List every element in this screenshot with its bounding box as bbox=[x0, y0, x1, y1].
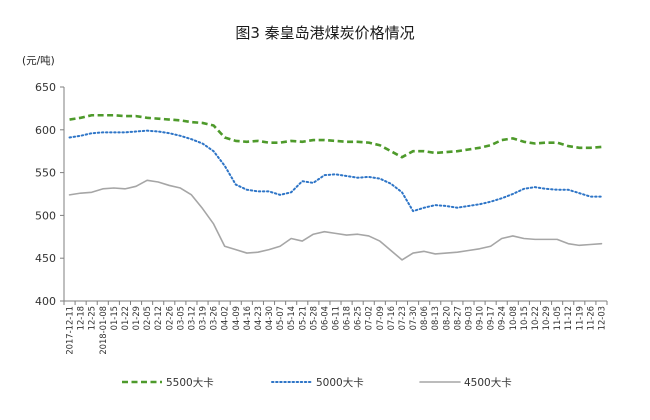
x-tick-label: 01-22 bbox=[120, 306, 130, 330]
x-tick-label: 12-18 bbox=[76, 306, 86, 330]
x-tick-label: 04-30 bbox=[264, 306, 274, 330]
y-tick-label: 400 bbox=[35, 295, 56, 308]
x-tick-label: 03-12 bbox=[186, 306, 196, 330]
x-tick-label: 12-25 bbox=[87, 306, 97, 330]
x-tick-label: 09-10 bbox=[475, 306, 485, 330]
x-tick-label: 09-03 bbox=[463, 306, 473, 330]
x-tick-label: 02-26 bbox=[164, 306, 174, 330]
y-tick-label: 600 bbox=[35, 124, 56, 137]
x-tick-label: 11-05 bbox=[552, 306, 562, 330]
x-tick-label: 07-23 bbox=[397, 306, 407, 330]
x-tick-label: 05-28 bbox=[308, 306, 318, 330]
x-tick-label: 10-15 bbox=[519, 306, 529, 330]
x-tick-label: 05-21 bbox=[297, 306, 307, 330]
legend-label-2: 4500大卡 bbox=[464, 376, 512, 389]
x-tick-label: 06-25 bbox=[353, 306, 363, 330]
y-tick-label: 500 bbox=[35, 209, 56, 222]
x-tick-label: 11-26 bbox=[585, 306, 595, 330]
x-tick-label: 08-27 bbox=[452, 306, 462, 330]
x-tick-label: 11-12 bbox=[563, 306, 573, 330]
x-tick-label: 03-05 bbox=[175, 306, 185, 330]
y-axis-ticks: 400 450 500 550 600 650 bbox=[35, 81, 64, 308]
x-axis-ticks: 2017-12-11 12-18 12-25 2018-01-08 01-15 01-22… bbox=[63, 301, 608, 355]
x-tick-label: 06-18 bbox=[342, 306, 352, 330]
x-tick-label: 04-23 bbox=[253, 306, 263, 330]
x-tick-label: 08-13 bbox=[430, 306, 440, 330]
x-tick-label: 02-05 bbox=[142, 306, 152, 330]
x-tick-label: 04-09 bbox=[231, 306, 241, 330]
legend-label-0: 5500大卡 bbox=[166, 376, 214, 389]
series-line-1 bbox=[68, 129, 603, 213]
y-tick-label: 550 bbox=[35, 167, 56, 180]
x-tick-label: 01-29 bbox=[131, 306, 141, 330]
x-tick-label: 10-29 bbox=[541, 306, 551, 330]
x-tick-label: 03-26 bbox=[209, 306, 219, 330]
x-tick-label: 03-19 bbox=[198, 306, 208, 330]
legend: 5500大卡 5000大卡 4500大卡 bbox=[122, 376, 512, 389]
series-line-2 bbox=[68, 179, 603, 261]
x-tick-label: 09-17 bbox=[486, 306, 496, 330]
x-tick-label: 04-02 bbox=[220, 306, 230, 330]
y-tick-label: 650 bbox=[35, 81, 56, 94]
x-tick-label: 07-30 bbox=[408, 306, 418, 330]
x-tick-label: 05-07 bbox=[275, 306, 285, 330]
x-tick-label: 12-03 bbox=[596, 306, 606, 330]
x-tick-label: 08-06 bbox=[419, 306, 429, 330]
x-tick-label: 2018-01-08 bbox=[98, 306, 108, 355]
x-tick-label: 06-11 bbox=[331, 306, 341, 330]
x-tick-label: 01-15 bbox=[109, 306, 119, 330]
x-tick-label: 02-12 bbox=[153, 306, 163, 330]
x-tick-label: 05-14 bbox=[286, 306, 296, 330]
x-tick-label: 04-16 bbox=[242, 306, 252, 330]
y-axis-unit-label: (元/吨) bbox=[22, 54, 55, 67]
x-tick-label: 08-20 bbox=[441, 306, 451, 330]
x-tick-label: 10-22 bbox=[530, 306, 540, 330]
data-series bbox=[68, 113, 603, 261]
x-tick-label: 09-24 bbox=[497, 306, 507, 330]
chart-title: 图3 秦皇岛港煤炭价格情况 bbox=[235, 24, 414, 42]
x-tick-label: 10-08 bbox=[508, 306, 518, 330]
legend-label-1: 5000大卡 bbox=[316, 376, 364, 389]
y-tick-label: 450 bbox=[35, 252, 56, 265]
x-tick-label: 07-16 bbox=[386, 306, 396, 330]
x-tick-label: 2017-12-11 bbox=[65, 306, 75, 355]
x-tick-label: 07-02 bbox=[364, 306, 374, 330]
x-tick-label: 11-19 bbox=[574, 306, 584, 330]
x-tick-label: 07-09 bbox=[375, 306, 385, 330]
x-tick-label: 06-04 bbox=[319, 306, 329, 330]
series-line-0 bbox=[69, 113, 602, 159]
